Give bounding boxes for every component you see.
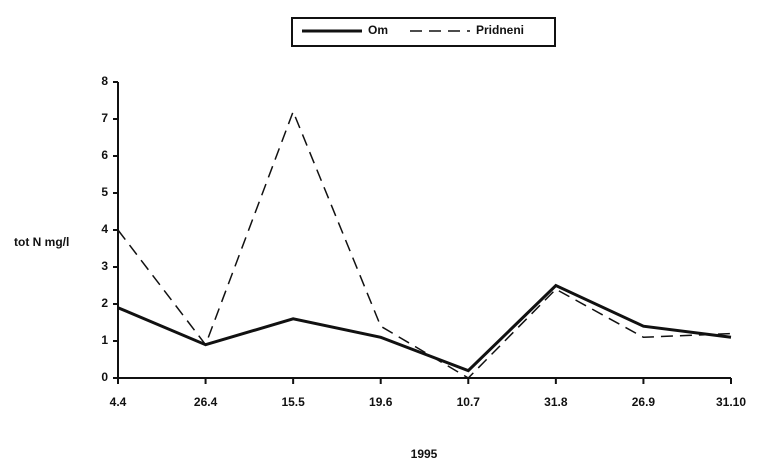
y-tick-label: 2 bbox=[101, 296, 108, 310]
y-tick-label: 4 bbox=[101, 222, 108, 236]
x-axis-label: 1995 bbox=[411, 447, 438, 461]
series-line bbox=[117, 109, 732, 379]
y-tick-label: 5 bbox=[101, 185, 108, 199]
y-tick-label: 0 bbox=[101, 370, 108, 384]
y-tick-label: 6 bbox=[101, 148, 108, 162]
x-tick-label: 19.6 bbox=[369, 395, 393, 409]
x-tick-label: 26.4 bbox=[194, 395, 218, 409]
x-tick-label: 31.8 bbox=[544, 395, 568, 409]
y-tick-label: 3 bbox=[101, 259, 108, 273]
legend-label: Pridneni bbox=[476, 23, 524, 37]
x-tick-label: 31.10 bbox=[716, 395, 746, 409]
y-axis-label: tot N mg/l bbox=[14, 235, 69, 249]
y-tick-label: 1 bbox=[101, 333, 108, 347]
x-tick-label: 26.9 bbox=[632, 395, 656, 409]
x-tick-label: 15.5 bbox=[281, 395, 305, 409]
y-tick-label: 8 bbox=[101, 74, 108, 88]
legend-label: Om bbox=[368, 23, 388, 37]
x-tick-label: 10.7 bbox=[457, 395, 481, 409]
legend-box bbox=[291, 17, 556, 47]
y-tick-label: 7 bbox=[101, 111, 108, 125]
x-tick-label: 4.4 bbox=[110, 395, 127, 409]
series-line bbox=[117, 283, 732, 373]
